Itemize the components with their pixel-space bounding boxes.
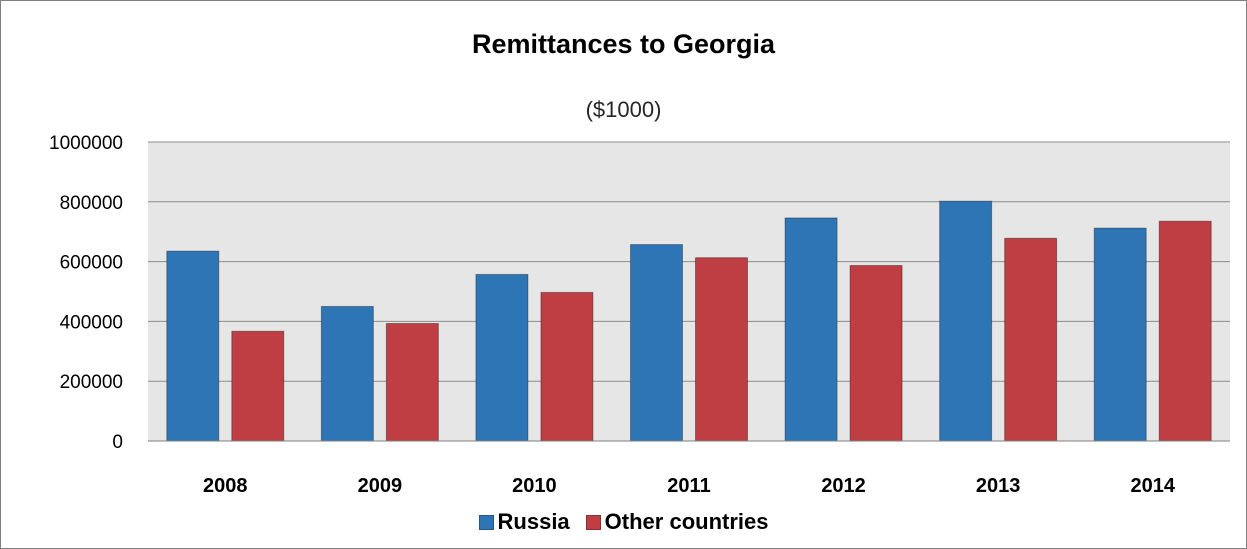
bar-russia-2011 bbox=[630, 244, 683, 442]
bar-russia-2013 bbox=[939, 200, 993, 442]
chart-legend: Russia Other countries bbox=[1, 509, 1246, 535]
bar-other-countries-2012 bbox=[849, 264, 903, 442]
legend-item-other-countries: Other countries bbox=[585, 509, 769, 535]
x-tick-label: 2013 bbox=[976, 475, 1021, 497]
bar-other-countries-2013 bbox=[1004, 237, 1058, 442]
x-tick-label: 2011 bbox=[667, 475, 710, 497]
bar-other-countries-2008 bbox=[231, 330, 285, 442]
bar-russia-2008 bbox=[166, 250, 220, 442]
plot-area bbox=[148, 142, 1230, 441]
bar-other-countries-2011 bbox=[695, 257, 748, 442]
y-tick-label: 0 bbox=[112, 432, 123, 453]
y-tick-label: 1000000 bbox=[49, 133, 123, 154]
x-tick-label: 2010 bbox=[512, 475, 557, 497]
bar-other-countries-2014 bbox=[1158, 220, 1212, 442]
chart-title: Remittances to Georgia bbox=[471, 29, 776, 59]
x-tick-label: 2012 bbox=[821, 475, 866, 497]
bar-russia-2014 bbox=[1093, 227, 1147, 442]
legend-label-russia: Russia bbox=[497, 509, 570, 534]
x-tick-label: 2008 bbox=[203, 475, 248, 497]
y-tick-label: 800000 bbox=[60, 193, 123, 214]
bar-russia-2009 bbox=[320, 305, 374, 442]
chart-subtitle: ($1000) bbox=[585, 97, 662, 122]
legend-label-other-countries: Other countries bbox=[604, 509, 769, 534]
bar-russia-2010 bbox=[475, 273, 529, 442]
legend-item-russia: Russia bbox=[478, 509, 570, 535]
bar-other-countries-2009 bbox=[385, 322, 439, 442]
y-tick-label: 600000 bbox=[60, 253, 123, 274]
legend-swatch-other-countries bbox=[585, 514, 601, 530]
x-tick-label: 2014 bbox=[1130, 475, 1175, 497]
y-tick-label: 400000 bbox=[60, 312, 123, 333]
legend-swatch-russia bbox=[478, 514, 494, 530]
y-tick-label: 200000 bbox=[60, 372, 123, 393]
x-tick-label: 2009 bbox=[358, 475, 403, 497]
bar-russia-2012 bbox=[784, 217, 838, 442]
bar-other-countries-2010 bbox=[540, 291, 594, 442]
